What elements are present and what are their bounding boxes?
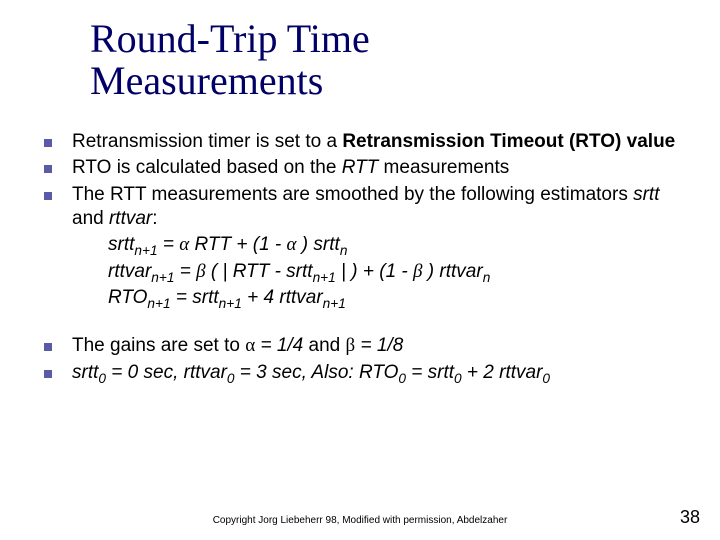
t: = 3 sec, Also: RTO — [235, 362, 399, 383]
beta: β — [413, 261, 422, 282]
text: measurements — [378, 157, 509, 178]
text-bold: Retransmission Timeout (RTO) value — [342, 131, 675, 152]
t: + (1 - — [231, 234, 286, 255]
bullet-icon — [30, 361, 72, 385]
t: = — [158, 234, 180, 255]
alpha: α — [179, 234, 189, 255]
slide-body: Retransmission timer is set to a Retrans… — [30, 130, 690, 385]
footer-copyright: Copyright Jorg Liebeherr 98, Modified wi… — [0, 515, 720, 526]
page-number: 38 — [680, 507, 700, 528]
text: = 1/4 — [255, 335, 303, 356]
t: ) srtt — [297, 234, 340, 255]
t: = 0 sec, rttvar — [106, 362, 227, 383]
t: | ) + (1 - — [336, 261, 413, 282]
title-line-2: Measurements — [90, 58, 323, 103]
t: RTO — [108, 287, 147, 308]
text: RTO is calculated based on the — [72, 157, 342, 178]
text-italic: rttvar — [109, 208, 152, 229]
text: and — [72, 208, 109, 229]
text: The RTT measurements are smoothed by the… — [72, 184, 633, 205]
bullet-5: srtt0 = 0 sec, rttvar0 = 3 sec, Also: RT… — [30, 361, 690, 385]
t: ( | RTT - srtt — [206, 261, 313, 282]
text-italic: RTT — [342, 157, 379, 178]
formula-srtt: srttn+1 = α RTT + (1 - α ) srttn — [108, 233, 690, 257]
sub: 0 — [542, 370, 550, 385]
bullet-1-text: Retransmission timer is set to a Retrans… — [72, 130, 690, 154]
bullet-4: The gains are set to α = 1/4 and β = 1/8 — [30, 334, 690, 358]
t: srtt — [72, 362, 98, 383]
text: Retransmission timer is set to a — [72, 131, 342, 152]
sub: n+1 — [219, 296, 242, 311]
bullet-icon — [30, 334, 72, 358]
t: RTT — [195, 234, 232, 255]
text: The gains are set to — [72, 335, 245, 356]
sub: 0 — [454, 370, 462, 385]
bullet-1: Retransmission timer is set to a Retrans… — [30, 130, 690, 154]
t: rttvar — [108, 261, 151, 282]
bullet-icon — [30, 130, 72, 154]
bullet-5-text: srtt0 = 0 sec, rttvar0 = 3 sec, Also: RT… — [72, 361, 690, 385]
bullet-3-text: The RTT measurements are smoothed by the… — [72, 183, 690, 232]
t: = srtt — [406, 362, 454, 383]
sub: n+1 — [323, 296, 346, 311]
formula-block: srttn+1 = α RTT + (1 - α ) srttn rttvarn… — [108, 233, 690, 310]
formula-rttvar: rttvarn+1 = β ( | RTT - srttn+1 | ) + (1… — [108, 260, 690, 284]
alpha: α — [245, 335, 255, 356]
sub: 0 — [398, 370, 406, 385]
bullet-icon — [30, 156, 72, 180]
alpha: α — [287, 234, 297, 255]
sub: n — [340, 243, 348, 258]
text: : — [152, 208, 157, 229]
slide: Round-Trip Time Measurements Retransmiss… — [0, 0, 720, 540]
sub: n+1 — [313, 269, 336, 284]
beta: β — [346, 335, 356, 356]
t: = — [174, 261, 196, 282]
text-italic: srtt — [633, 184, 659, 205]
t: srtt — [108, 234, 134, 255]
sub: n+1 — [134, 243, 157, 258]
sub: n+1 — [151, 269, 174, 284]
t: = srtt — [171, 287, 219, 308]
sub: n+1 — [147, 296, 170, 311]
text: = 1/8 — [355, 335, 403, 356]
bullet-3: The RTT measurements are smoothed by the… — [30, 183, 690, 232]
formula-rto: RTOn+1 = srttn+1 + 4 rttvarn+1 — [108, 286, 690, 310]
t: + 4 rttvar — [242, 287, 323, 308]
sub: 0 — [98, 370, 106, 385]
beta: β — [196, 261, 205, 282]
text: and — [303, 335, 345, 356]
bullet-2-text: RTO is calculated based on the RTT measu… — [72, 156, 690, 180]
t: + 2 rttvar — [462, 362, 543, 383]
title-line-1: Round-Trip Time — [90, 16, 370, 61]
bullet-4-text: The gains are set to α = 1/4 and β = 1/8 — [72, 334, 690, 358]
slide-title: Round-Trip Time Measurements — [90, 18, 690, 102]
sub: n — [483, 269, 491, 284]
sub: 0 — [227, 370, 235, 385]
bullet-2: RTO is calculated based on the RTT measu… — [30, 156, 690, 180]
spacer — [30, 312, 690, 334]
t: ) rttvar — [423, 261, 483, 282]
bullet-icon — [30, 183, 72, 232]
